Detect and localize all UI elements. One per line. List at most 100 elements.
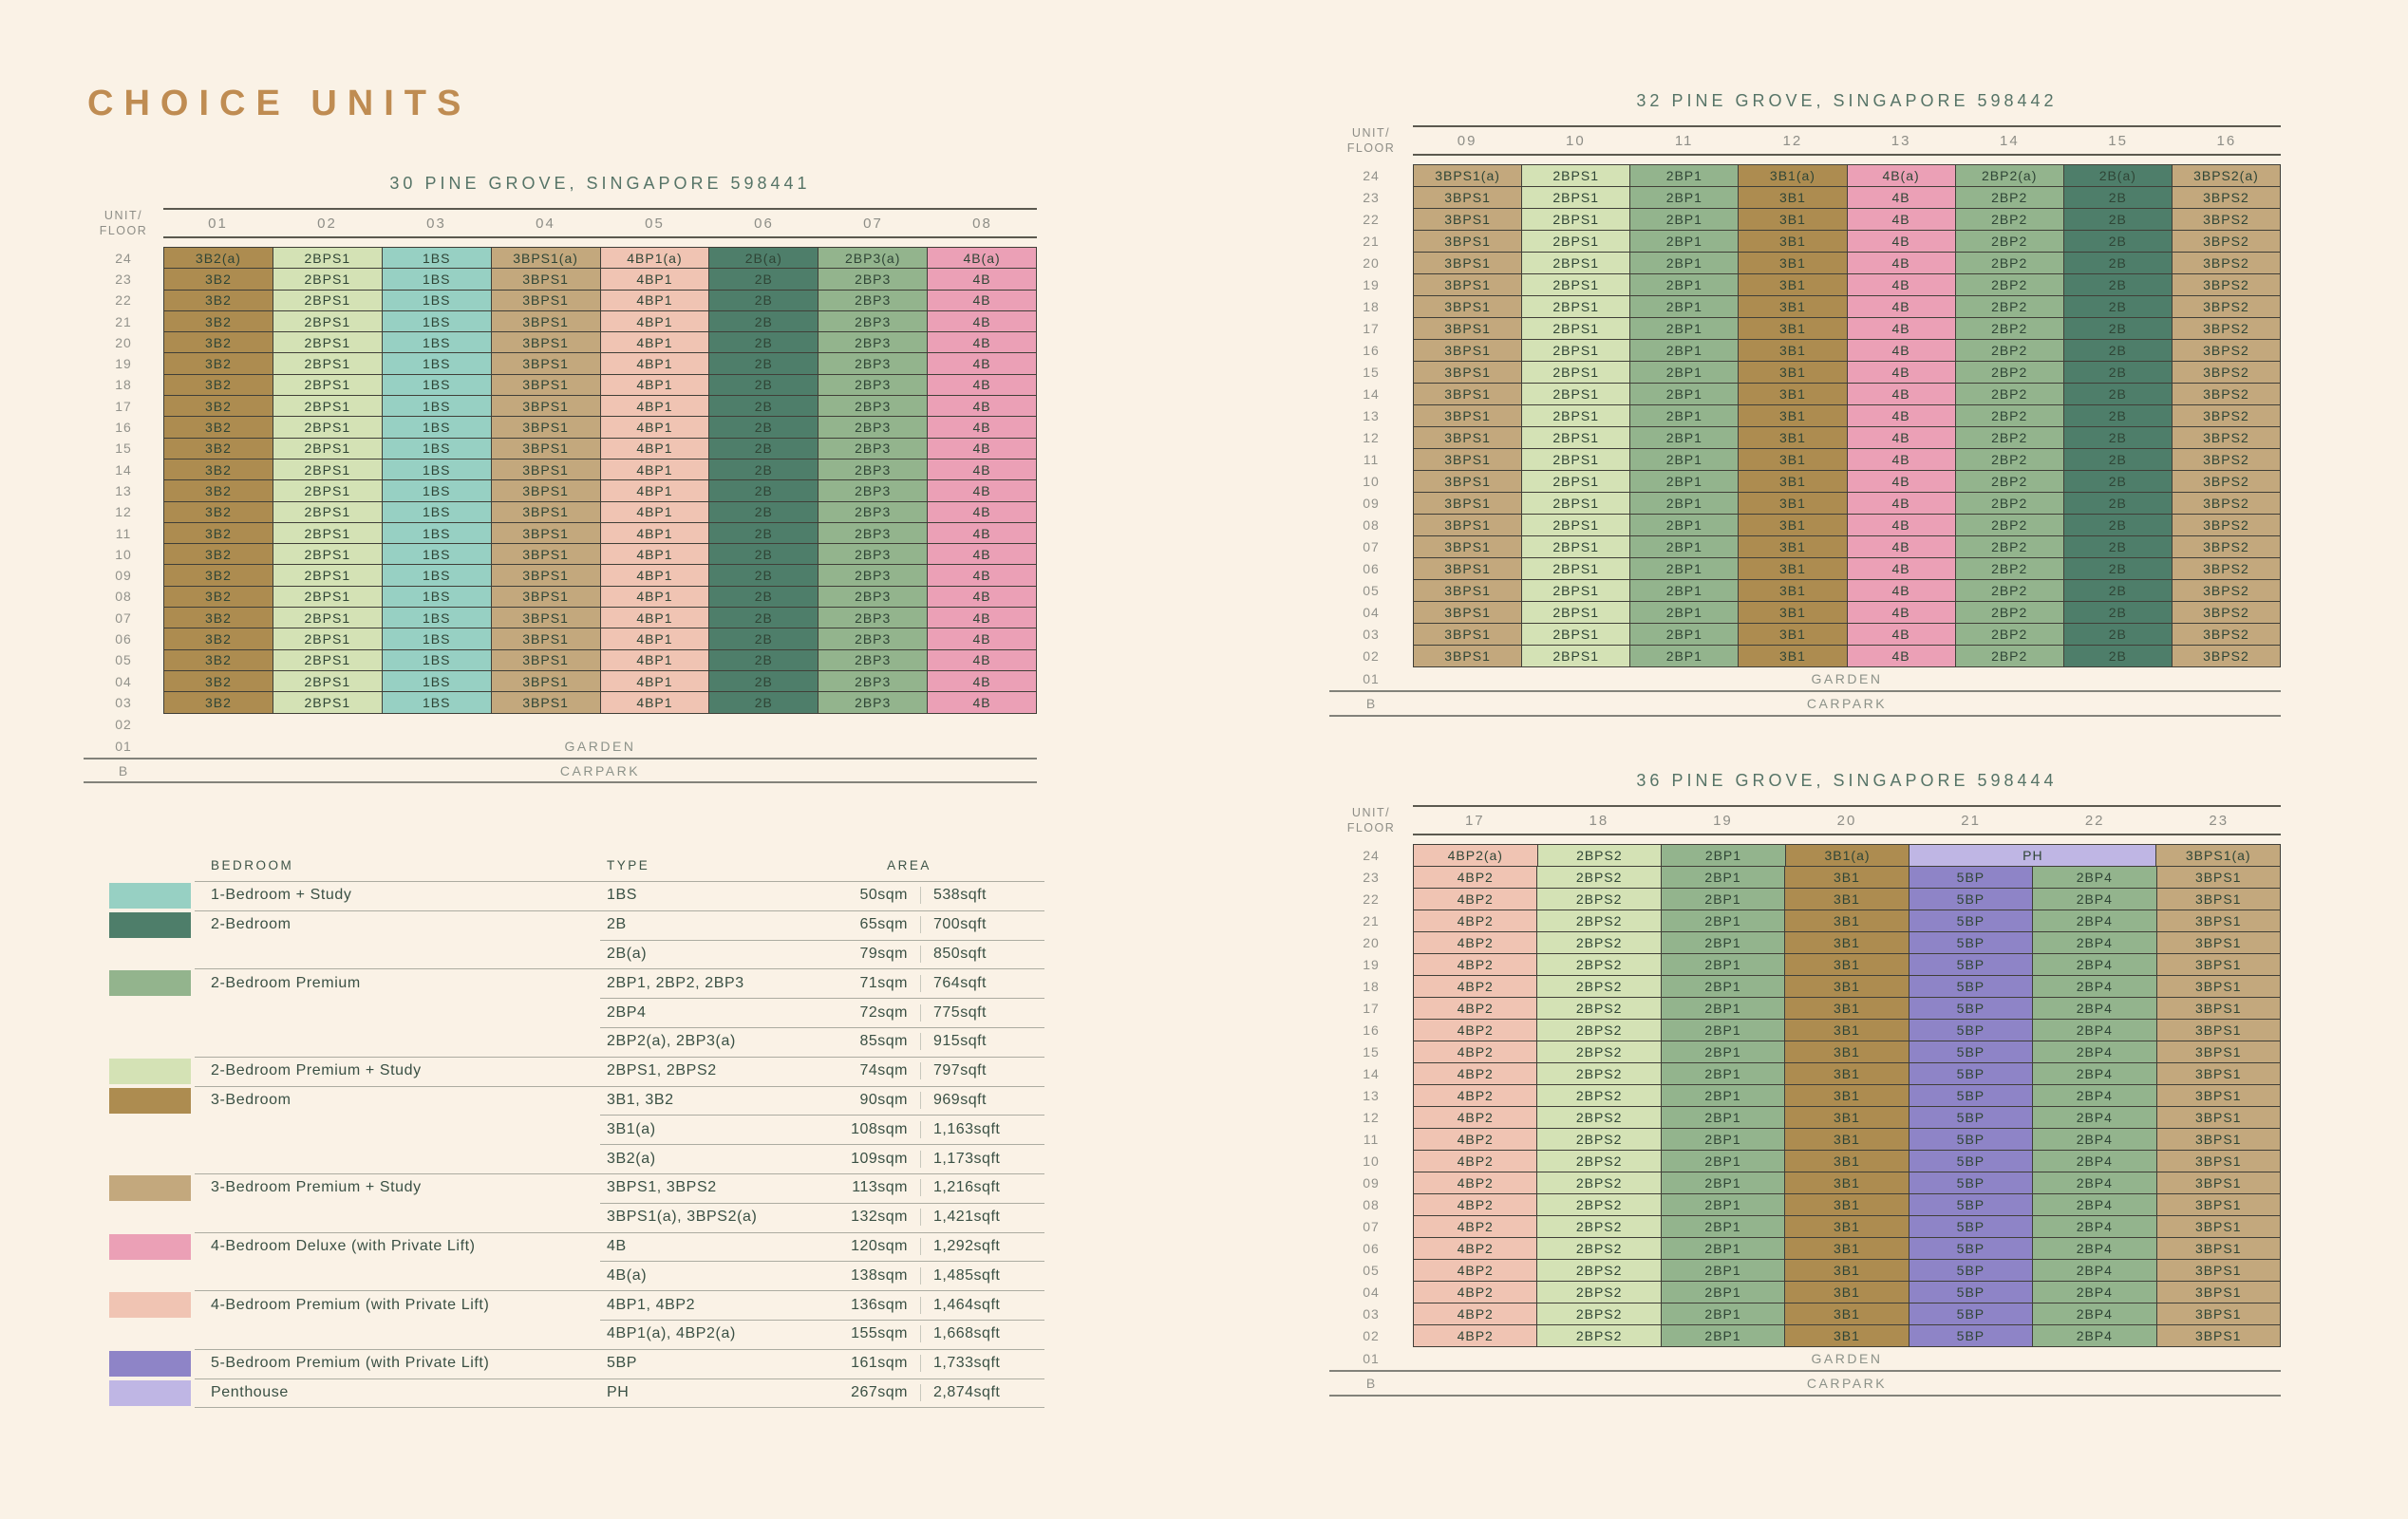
unit-cell: 2BPS1 (272, 437, 383, 459)
unit-cell: 5BP (1908, 1062, 2034, 1085)
unit-cell: 2BPS1 (1521, 339, 1631, 362)
unit-cell: 4BP1 (599, 437, 710, 459)
unit-cell: 4BP2 (1413, 1193, 1538, 1216)
legend-area-sqft: 969sqft (933, 1091, 987, 1108)
legend-row: 3B1(a) 108sqm 1,163sqft (109, 1115, 1044, 1144)
unit-type-legend: BEDROOM TYPE AREA 1-Bedroom + Study 1BS 50… (109, 853, 1044, 1409)
unit-cell: 2BPS1 (1521, 273, 1631, 296)
floor-label: 08 (115, 589, 132, 605)
unit-cell: 3BPS1 (490, 289, 601, 311)
unit-cell: 2B (2062, 252, 2173, 274)
unit-cell: 2B (2062, 514, 2173, 536)
unit-cell: 3BPS2 (2171, 645, 2281, 667)
floor-grid: 24 4BP2(a) 2BPS2 2BP1 3B1(a) PH 3BPS1(a) 23 4BP2… (1329, 844, 2282, 1347)
table-row: 10 4BP2 2BPS2 2BP1 3B1 5BP 2BP4 3BPS1 (1329, 1150, 2281, 1172)
separator-line (84, 758, 1037, 760)
legend-row: 4-Bedroom Deluxe (with Private Lift) 4B 12… (109, 1231, 1044, 1262)
area-divider (920, 1325, 921, 1343)
unit-cell: 4BP1 (599, 352, 710, 375)
unit-cell: 5BP (1908, 1237, 2034, 1260)
column-header: 05 (645, 215, 665, 232)
unit-cell: 5BP (1908, 1172, 2034, 1194)
table-row: 18 3BPS1 2BPS1 2BP1 3B1 4B 2BP2 2B 3BPS2 (1329, 295, 2281, 318)
unit-cell: 3BPS2 (2171, 252, 2281, 274)
unit-cell: 3BPS1 (490, 543, 601, 566)
table-row: 03 3BPS1 2BPS1 2BP1 3B1 4B 2BP2 2B 3BPS2 (1329, 623, 2281, 646)
unit-cell: 2BPS2 (1536, 844, 1663, 867)
legend-area-sqft: 915sqft (933, 1033, 987, 1050)
legend-area-sqft: 2,874sqft (933, 1383, 1001, 1400)
unit-cell: 4B (927, 268, 1037, 291)
floor-label: 09 (1363, 1175, 1380, 1191)
floor-label: 04 (1363, 605, 1380, 620)
area-divider (920, 1120, 921, 1138)
unit-cell: 2B (2062, 426, 2173, 449)
column-headers: 01 02 03 04 05 06 07 08 (163, 208, 1037, 238)
legend-bedroom-label: 3-Bedroom Premium + Study (211, 1179, 422, 1196)
unit-cell: 3BPS1 (490, 628, 601, 650)
floor-label: 19 (115, 356, 132, 372)
unit-cell: 2BPS1 (1521, 535, 1631, 558)
unit-cell: 2B (2062, 317, 2173, 340)
unit-cell: 2BPS2 (1536, 1128, 1662, 1151)
unit-cell: 2BP4 (2032, 1303, 2157, 1325)
legend-type-label: PH (607, 1383, 630, 1400)
unit-cell: 2B (708, 521, 819, 545)
unit-cell: 2BP1 (1661, 844, 1786, 867)
table-row: 12 3BPS1 2BPS1 2BP1 3B1 4B 2BP2 2B 3BPS2 (1329, 426, 2281, 449)
unit-cell: 4BP1 (599, 500, 710, 523)
table-row: 19 3B2 2BPS1 1BS 3BPS1 4BP1 2B 2BP3 4B (84, 352, 1037, 375)
legend-type-label: 2BP2(a), 2BP3(a) (607, 1033, 736, 1050)
unit-cell: 2BP4 (2032, 888, 2157, 910)
legend-type-label: 4BP1(a), 4BP2(a) (607, 1325, 736, 1342)
unit-cell: 2BPS1 (1521, 448, 1631, 471)
unit-cell: 3BPS1 (2155, 1128, 2281, 1151)
unit-cell: 2B (2062, 448, 2173, 471)
unit-cell: 4B (1846, 645, 1956, 667)
unit-cell: 3BPS1 (490, 564, 601, 587)
building-table-30: 30 PINE GROVE, SINGAPORE 598441 UNIT/FLOO… (84, 174, 1037, 784)
unit-cell: 3B2 (163, 416, 273, 439)
unit-cell: 2B (708, 648, 819, 671)
unit-cell: 3B1 (1738, 623, 1848, 646)
unit-cell: 2BP3 (818, 289, 929, 311)
legend-row: 2BP4 72sqm 775sqft (109, 998, 1044, 1027)
unit-cell: 3BPS2 (2171, 208, 2281, 231)
unit-cell: 3B1(a) (1738, 164, 1848, 187)
unit-cell: 2B (708, 331, 819, 354)
unit-cell: 5BP (1908, 1281, 2034, 1303)
unit-cell: 3BPS1 (1413, 317, 1523, 340)
table-row: 05 4BP2 2BPS2 2BP1 3B1 5BP 2BP4 3BPS1 (1329, 1259, 2281, 1282)
unit-cell: 2BPS2 (1536, 1150, 1662, 1172)
unit-cell: 2B (2062, 601, 2173, 624)
unit-cell: 4B (1846, 601, 1956, 624)
unit-cell: 2B (2062, 623, 2173, 646)
unit-cell: 4BP1 (599, 543, 710, 566)
building-table-32: 32 PINE GROVE, SINGAPORE 598442 UNIT/FLOO… (1329, 91, 2281, 717)
facility-row: 01 GARDEN (84, 736, 1037, 758)
unit-cell: 5BP (1908, 1324, 2034, 1347)
floor-label: 19 (1363, 957, 1380, 972)
unit-cell: 5BP (1908, 1106, 2034, 1129)
unit-cell: 2BP2(a) (1954, 164, 2064, 187)
unit-cell: 4B (927, 648, 1037, 671)
legend-row: 3-Bedroom 3B1, 3B2 90sqm 969sqft (109, 1085, 1044, 1116)
page-title: CHOICE UNITS (87, 84, 472, 123)
unit-cell: 3B1 (1784, 1259, 1909, 1282)
facility-label: CARPARK (1806, 696, 1888, 711)
unit-cell: 4B (1846, 252, 1956, 274)
unit-cell: 2B (2062, 383, 2173, 405)
facility-label: GARDEN (564, 739, 636, 755)
unit-cell: 2BP1 (1660, 1019, 1786, 1041)
unit-cell: 4B (927, 331, 1037, 354)
unit-cell: 3BPS1 (1413, 383, 1523, 405)
unit-floor-label: UNIT/FLOOR (1329, 125, 1413, 156)
table-row: 11 3B2 2BPS1 1BS 3BPS1 4BP1 2B 2BP3 4B (84, 521, 1037, 545)
unit-cell: 2BP1 (1660, 1041, 1786, 1063)
area-divider (920, 945, 921, 963)
floor-label: 10 (115, 546, 132, 562)
unit-cell: 2BP1 (1660, 1193, 1786, 1216)
unit-cell: 3BPS1 (490, 648, 601, 671)
table-row: 09 3BPS1 2BPS1 2BP1 3B1 4B 2BP2 2B 3BPS2 (1329, 492, 2281, 515)
